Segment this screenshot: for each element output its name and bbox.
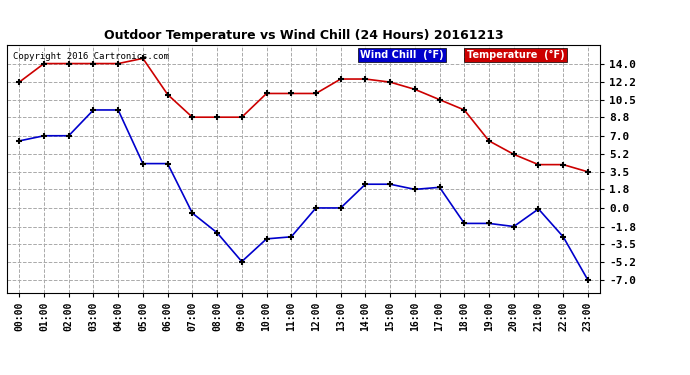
Title: Outdoor Temperature vs Wind Chill (24 Hours) 20161213: Outdoor Temperature vs Wind Chill (24 Ho… xyxy=(104,30,504,42)
Text: Copyright 2016 Cartronics.com: Copyright 2016 Cartronics.com xyxy=(13,53,169,62)
Text: Temperature  (°F): Temperature (°F) xyxy=(466,50,564,60)
Text: Wind Chill  (°F): Wind Chill (°F) xyxy=(360,50,444,60)
